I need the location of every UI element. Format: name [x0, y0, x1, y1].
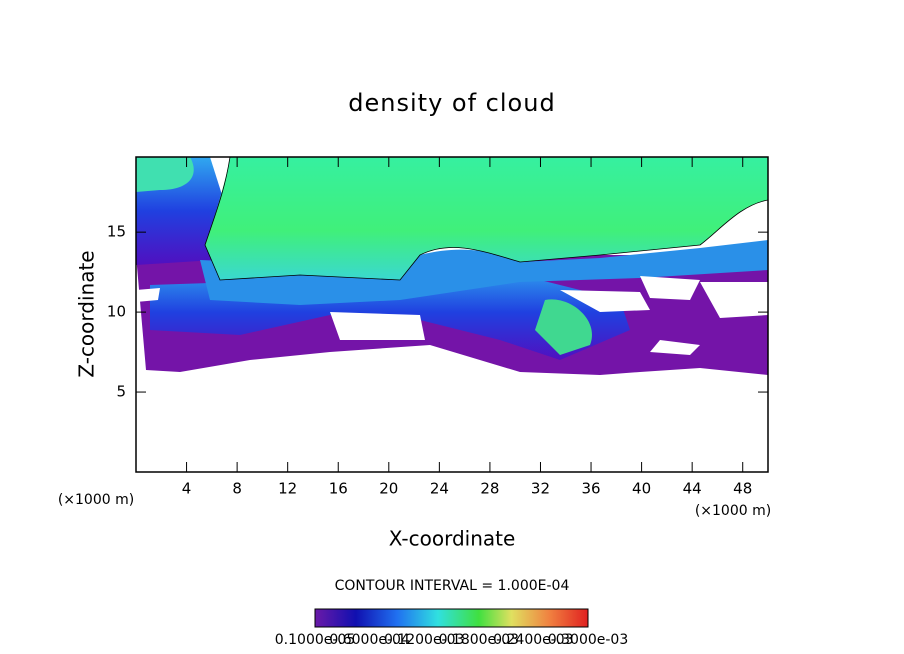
- y-tick-label: 15: [107, 223, 126, 241]
- x-tick-label: 40: [632, 480, 651, 498]
- field: [136, 157, 768, 375]
- x-tick-label: 8: [232, 480, 242, 498]
- x-axis-label: X-coordinate: [389, 527, 516, 551]
- x-tick-label: 24: [430, 480, 449, 498]
- y-tick-label: 5: [116, 383, 126, 401]
- colorbar-label: 0.1800e-03: [439, 632, 519, 648]
- colorbar: [314, 608, 589, 628]
- x-tick-label: 20: [379, 480, 398, 498]
- y-tick-label: 10: [107, 303, 126, 321]
- colorbar-label: 0.3000e-03: [548, 632, 628, 648]
- x-tick-label: 28: [480, 480, 499, 498]
- y-unit: (×1000 m): [58, 492, 134, 508]
- x-tick-label: 44: [683, 480, 702, 498]
- x-tick-label: 16: [329, 480, 348, 498]
- chart-title: density of cloud: [348, 89, 555, 117]
- contour-note: CONTOUR INTERVAL = 1.000E-04: [335, 578, 570, 594]
- x-tick-label: 32: [531, 480, 550, 498]
- x-tick-label: 12: [278, 480, 297, 498]
- colorbar-label: 0.1200e-03: [384, 632, 464, 648]
- x-tick-label: 4: [182, 480, 192, 498]
- colorbar-label: 0.2400e-03: [493, 632, 573, 648]
- x-unit: (×1000 m): [695, 503, 771, 519]
- colorbar-label: 0.6000e-04: [329, 632, 410, 648]
- y-axis-label: Z-coordinate: [75, 250, 99, 377]
- colorbar-label: 0.1000e-05: [275, 632, 355, 648]
- x-tick-label: 36: [581, 480, 600, 498]
- plot-frame: [135, 156, 769, 473]
- x-tick-label: 48: [733, 480, 752, 498]
